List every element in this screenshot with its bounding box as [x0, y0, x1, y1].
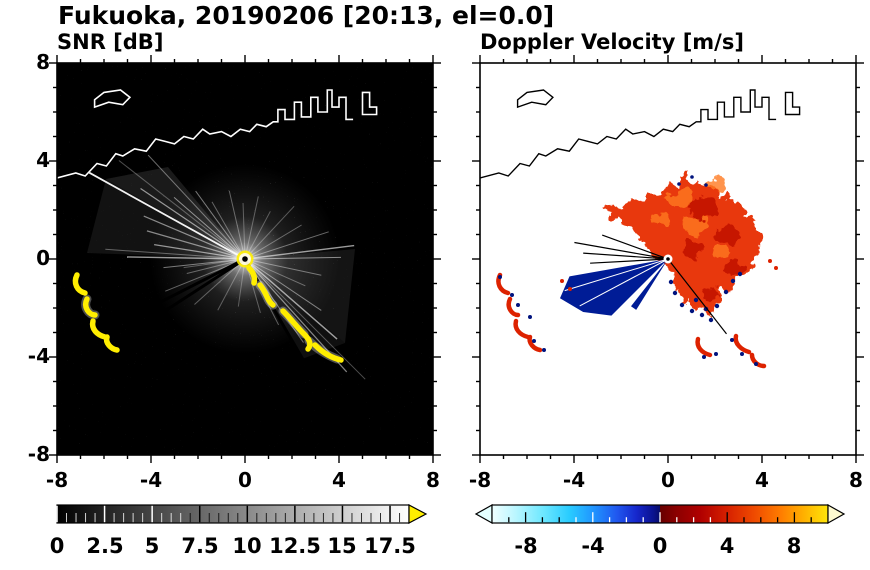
snr-colorbar-label: 0 — [49, 534, 65, 558]
snr-colorbar-gradient — [56, 504, 410, 524]
snr-colorbar-label: 15 — [327, 534, 357, 558]
radar-center-ring — [236, 250, 254, 268]
vel-colorbar-label: -4 — [581, 534, 605, 558]
vel-colorbar-label: -8 — [514, 534, 538, 558]
snr-panel-title: SNR [dB] — [57, 30, 164, 54]
dark-red-patches — [682, 197, 743, 299]
vel-x-tick-label: -4 — [562, 468, 586, 492]
snr-colorbar-label: 5 — [144, 534, 160, 558]
snr-colorbar-label: 7.5 — [181, 534, 219, 558]
snr-colorbar — [56, 504, 428, 524]
snr-colorbar-label: 12.5 — [269, 534, 321, 558]
snr-colorbar-label: 17.5 — [364, 534, 416, 558]
snr-x-tick-label: 0 — [238, 468, 252, 492]
radar-shadow-rays — [574, 234, 727, 335]
negative-velocity-speckles — [668, 175, 743, 323]
snr-y-tick-label: 4 — [36, 148, 50, 172]
vel-colorbar-over-arrow — [827, 503, 846, 525]
clutter-echoes — [496, 272, 767, 369]
snr-colorbar-label: 2.5 — [86, 534, 124, 558]
snr-x-tick-label: -8 — [45, 468, 69, 492]
vel-panel-title: Doppler Velocity [m/s] — [480, 30, 744, 54]
clutter-echoes — [72, 265, 344, 364]
vel-colorbar-label: 8 — [786, 534, 802, 558]
vel-x-tick-label: -8 — [468, 468, 492, 492]
vel-colorbar-ticks — [508, 512, 812, 523]
vel-x-tick-label: 8 — [849, 468, 863, 492]
snr-y-tick-label: -8 — [27, 442, 50, 466]
radar-center-dot — [666, 257, 670, 261]
snr-y-tick-label: 8 — [36, 50, 50, 74]
orange-patches — [653, 178, 732, 259]
vel-x-tick-label: 0 — [661, 468, 675, 492]
vel-colorbar-label: 0 — [652, 534, 668, 558]
snr-x-tick-label: -4 — [139, 468, 163, 492]
snr-colorbar-label: 10 — [232, 534, 262, 558]
vel-colorbar — [474, 503, 846, 525]
vel-colorbar-label: 4 — [719, 534, 735, 558]
snr-x-tick-label: 8 — [426, 468, 440, 492]
radar-center-dot — [242, 256, 248, 262]
snr-colorbar-ticks — [56, 505, 401, 523]
snr-y-tick-label: 0 — [36, 246, 50, 270]
snr-y-tick-label: -4 — [27, 344, 50, 368]
snr-x-tick-label: 4 — [332, 468, 346, 492]
negative-velocity-wedge — [560, 258, 669, 316]
vel-plot — [472, 55, 864, 463]
coastline — [480, 89, 801, 179]
snr-colorbar-over-arrow — [408, 504, 428, 524]
clutter-echo-dots — [498, 275, 758, 366]
vel-colorbar-under-arrow — [474, 503, 493, 525]
snr-plot — [49, 55, 441, 463]
vel-x-tick-label: 4 — [755, 468, 769, 492]
stray-echo-dots — [560, 259, 778, 291]
positive-velocity-echo — [602, 170, 765, 316]
radar-beams — [88, 154, 366, 390]
coastline — [57, 89, 378, 179]
figure-title: Fukuoka, 20190206 [20:13, el=0.0] — [58, 1, 555, 30]
